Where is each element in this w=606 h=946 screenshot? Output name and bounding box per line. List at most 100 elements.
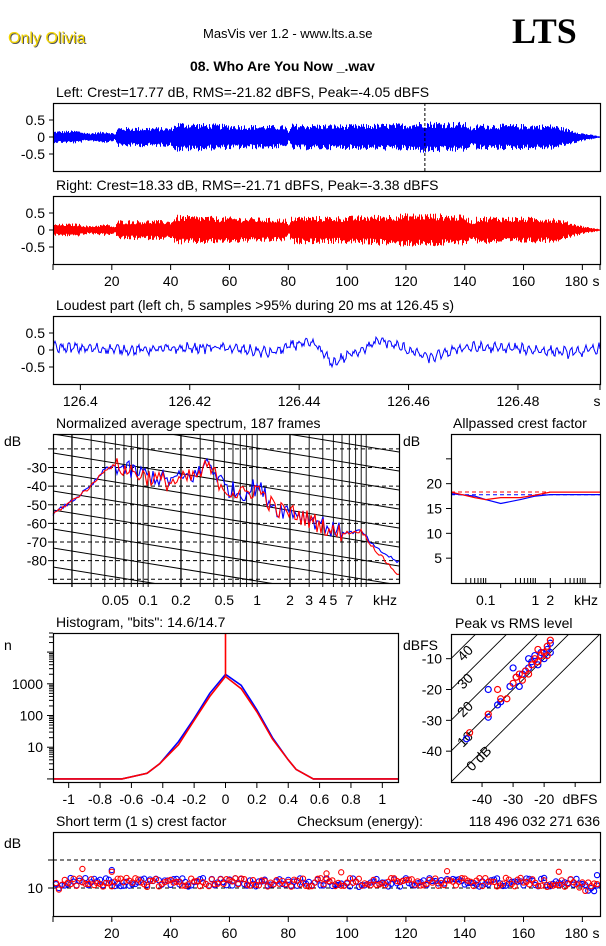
crest-point-right: [161, 879, 168, 886]
x-tick-label: 40: [163, 925, 179, 941]
crest-point-right: [546, 881, 554, 888]
crest-point-left: [120, 882, 127, 889]
x-unit-label: kHz: [574, 592, 598, 608]
histogram-series-right: [53, 633, 398, 780]
scatter-point-right: [534, 645, 542, 654]
x-tick-label: 126.44: [278, 393, 321, 409]
y-tick-label: 1000: [12, 676, 43, 692]
crest-point-left: [279, 880, 286, 888]
crest-point-right: [58, 881, 65, 888]
y-tick-label: 0.5: [26, 205, 46, 221]
crest-point-right: [226, 877, 233, 884]
crest-point-right: [264, 883, 271, 890]
crest-point-left: [396, 883, 404, 890]
x-tick-label: 0.05: [102, 592, 129, 608]
crest-point-right: [114, 875, 121, 882]
right-waveform-title: Right: Crest=18.33 dB, RMS=-21.71 dBFS, …: [56, 177, 438, 193]
spectrum-ylabel: dB: [4, 433, 21, 449]
y-tick-label: -0.5: [21, 239, 45, 255]
crest-point-right: [367, 882, 374, 889]
crest-point-right: [196, 883, 204, 890]
crest-point-right: [576, 884, 583, 891]
allpassed-ylabel: dB: [403, 433, 420, 449]
file-name: 08. Who Are You Now _.wav: [190, 58, 375, 74]
x-tick-label: 100: [335, 273, 359, 289]
crest-point-right: [511, 883, 518, 890]
diagonal-label: 10: [454, 728, 476, 750]
x-tick-label: 180: [565, 925, 589, 941]
scatter-point-right: [525, 670, 533, 678]
crest-point-right: [470, 882, 477, 890]
scatter-point-left: [497, 698, 505, 706]
crest-point-right: [223, 875, 230, 883]
crest-point-right: [452, 882, 460, 889]
crest-point-right: [376, 881, 383, 888]
slope-line: [53, 434, 399, 491]
crest-point-left: [576, 880, 583, 887]
scatter-point-left: [484, 713, 492, 721]
x-tick-label: 80: [280, 925, 296, 941]
crest-point-right: [255, 882, 263, 889]
crest-point-right: [343, 879, 351, 886]
crest-point-right: [538, 882, 545, 889]
crest-point-right: [373, 881, 380, 889]
crest-point-right: [443, 877, 451, 884]
y-tick-label: -40: [422, 743, 442, 759]
x-tick-label: -40: [472, 791, 492, 807]
crest-point-right: [458, 874, 465, 882]
allpassed-title: Allpassed crest factor: [453, 415, 587, 431]
crest-point-right: [432, 875, 439, 882]
crest-point-right: [420, 882, 427, 889]
checksum-value: 118 496 032 271 636: [469, 813, 601, 829]
crest-point-left: [373, 875, 380, 883]
crest-point-outlier: [323, 870, 330, 877]
crest-point-right: [120, 879, 127, 886]
crest-point-right: [590, 880, 598, 887]
scatter-point-right: [484, 710, 492, 718]
crest-point-right: [423, 880, 430, 888]
scatter-point-right: [515, 670, 523, 678]
crest-point-right: [364, 881, 371, 888]
y-tick-label: 15: [426, 501, 442, 517]
crest-point-right: [388, 875, 395, 882]
scatter-point-right: [543, 642, 551, 650]
crest-point-right: [205, 882, 213, 890]
x-tick-label: 80: [280, 273, 296, 289]
y-tick-label: -30: [27, 460, 47, 476]
y-tick-label: -60: [27, 515, 47, 531]
crest-point-left: [538, 875, 545, 883]
y-tick-label: 100: [20, 708, 44, 724]
crest-point-left: [138, 876, 145, 883]
y-tick-label: -20: [422, 682, 442, 698]
crest-point-right: [88, 876, 95, 883]
spectrum-series-right: [52, 458, 399, 575]
crest-point-right: [361, 880, 368, 887]
histogram-series-left: [53, 673, 398, 780]
x-tick-label: -30: [503, 791, 523, 807]
crest-point-right: [535, 882, 542, 890]
x-tick-label: 40: [163, 273, 179, 289]
crest-point-left: [461, 881, 468, 888]
crest-point-right: [93, 879, 101, 887]
crest-point-right: [440, 881, 448, 889]
crest-point-outlier: [108, 868, 115, 875]
x-tick-label: 4: [319, 592, 327, 608]
x-tick-label: 1: [531, 592, 539, 608]
crest-point-right: [311, 879, 318, 886]
crest-point-right: [176, 878, 183, 885]
crest-point-left: [464, 880, 471, 887]
x-tick-label: 5: [329, 592, 337, 608]
crest-point-right: [285, 878, 292, 885]
slope-line: [53, 358, 399, 414]
y-tick-label: -70: [27, 534, 47, 550]
y-tick-label: 0.5: [26, 325, 46, 341]
y-tick-label: -0.5: [21, 359, 45, 375]
scatter-point-right: [518, 676, 526, 684]
crest-point-right: [185, 881, 192, 888]
crest-point-right: [146, 877, 154, 885]
scatter-point-right: [503, 695, 511, 703]
crest-point-right: [564, 881, 571, 888]
crest-point-left: [123, 878, 130, 885]
crest-point-left: [229, 882, 236, 889]
